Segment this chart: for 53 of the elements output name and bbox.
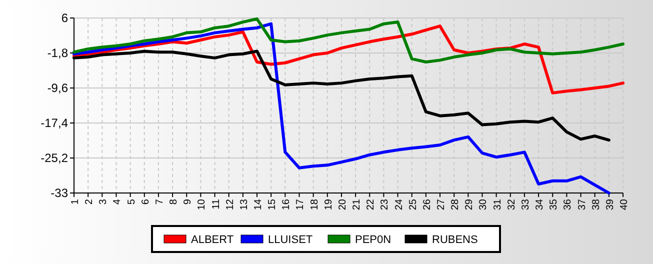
x-tick-label: 17 [295,198,306,210]
x-tick-label: 20 [337,198,348,210]
legend-label: RUBENS [432,234,478,246]
x-tick-label: 26 [422,198,433,210]
x-tick-label: 14 [253,198,264,210]
line-series [72,22,610,194]
legend-label: LLUISET [268,234,313,246]
y-tick-label: -1,8 [47,46,68,60]
x-tick-label: 16 [281,198,292,210]
line-series [72,17,624,64]
x-tick-label: 35 [548,198,560,210]
x-tick-label: 30 [478,198,490,210]
x-tick-label: 21 [352,198,363,210]
x-tick-label: 5 [126,198,138,205]
x-tick-label: 8 [168,198,180,205]
y-tick-label: -9,6 [47,81,68,96]
x-tick-label: 28 [450,198,462,210]
x-tick-label: 2 [84,198,96,205]
x-tick-label: 3 [98,198,110,205]
x-tick-label: 6 [140,198,152,205]
x-tick-label: 12 [224,198,236,210]
x-tick-label: 10 [196,198,208,210]
y-tick-label: 6 [61,11,68,26]
x-tick-label: 29 [464,198,476,210]
legend-label: ALBERT [191,234,234,246]
x-tick-label: 40 [619,198,630,210]
y-tick-label: -17,4 [40,116,68,130]
x-tick-label: 39 [604,198,616,210]
x-tick-label: 23 [380,198,391,210]
x-tick-label: 18 [309,198,320,210]
x-tick-label: 11 [210,198,222,210]
x-tick-label: 27 [436,198,447,210]
x-tick-label: 32 [506,198,518,210]
x-tick-label: 33 [520,198,532,210]
x-tick-label: 22 [366,198,377,210]
x-tick-label: 13 [238,198,250,210]
x-tick-label: 7 [154,198,166,205]
x-tick-label: 24 [394,198,405,210]
x-tick-label: 34 [534,198,546,210]
x-tick-label: 25 [408,198,419,210]
x-tick-label: 37 [576,198,588,210]
x-tick-label: 36 [562,198,574,210]
y-tick-label: -25,2 [40,151,68,166]
y-tick-label: -33 [50,186,68,200]
x-tick-label: 38 [590,198,602,210]
legend-label: PEP0N [355,234,392,246]
x-tick-label: 4 [112,198,124,205]
x-tick-label: 31 [492,198,504,210]
x-tick-label: 1 [70,198,81,205]
x-tick-label: 9 [182,198,194,205]
x-tick-label: 19 [323,198,334,210]
x-tick-label: 15 [267,198,278,210]
line-series [72,24,624,94]
